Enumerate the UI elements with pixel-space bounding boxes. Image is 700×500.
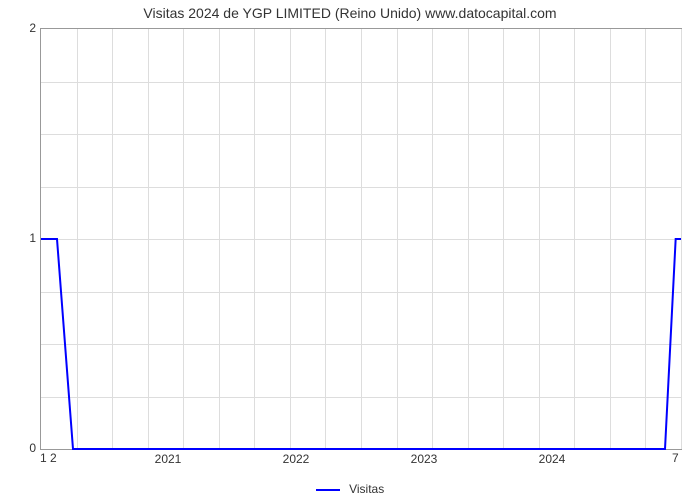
line-layer [41, 29, 681, 449]
y-tick-label: 1 [6, 231, 36, 245]
legend-label: Visitas [349, 482, 384, 496]
legend-swatch [316, 489, 340, 491]
x-tick-label: 2023 [411, 452, 438, 466]
x-tick-label: 2022 [283, 452, 310, 466]
y-tick-label: 0 [6, 441, 36, 455]
y-tick-label: 2 [6, 21, 36, 35]
x-tick-label: 2024 [539, 452, 566, 466]
chart-title: Visitas 2024 de YGP LIMITED (Reino Unido… [0, 5, 700, 21]
grid-vline [681, 29, 682, 449]
x-tick-label: 2021 [155, 452, 182, 466]
series-line-visitas [41, 239, 681, 449]
plot-area [40, 28, 682, 450]
x-corner-left: 1 2 [40, 451, 57, 465]
x-corner-right: 7 [672, 451, 679, 465]
legend: Visitas [0, 482, 700, 496]
